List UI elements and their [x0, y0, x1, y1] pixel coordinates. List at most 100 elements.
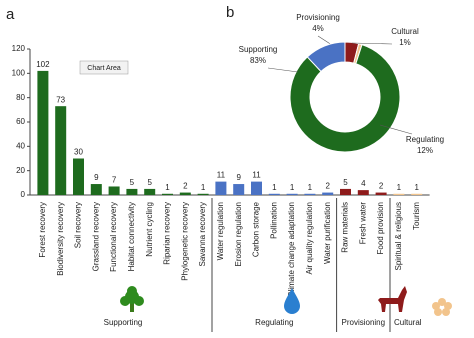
value-label: 1	[290, 183, 295, 192]
value-label: 1	[414, 183, 419, 192]
pie-value-label: 1%	[399, 38, 411, 47]
value-label: 5	[147, 178, 152, 187]
value-label: 102	[36, 60, 50, 69]
value-label: 11	[217, 171, 226, 180]
value-label: 9	[236, 173, 241, 182]
bar	[197, 193, 209, 195]
bar	[126, 188, 138, 195]
bar	[322, 192, 334, 195]
x-tick-label: Water purification	[323, 202, 332, 264]
group-label: Regulating	[255, 318, 293, 327]
bar	[357, 190, 369, 195]
bar	[286, 193, 298, 195]
x-tick-label: Carbon storage	[252, 201, 261, 257]
bar	[304, 193, 316, 195]
pie-label: Cultural	[391, 27, 419, 36]
x-tick-label: Fresh water	[358, 202, 367, 245]
value-label: 1	[397, 183, 402, 192]
bar	[340, 188, 351, 195]
pie-value-label: 12%	[417, 146, 433, 155]
value-label: 1	[201, 183, 206, 192]
bar	[251, 181, 262, 195]
y-tick-label: 20	[16, 166, 25, 175]
bar	[108, 186, 120, 195]
tooltip-box	[79, 60, 129, 75]
value-label: 2	[325, 182, 330, 191]
value-label: 5	[343, 178, 348, 187]
bar	[162, 193, 173, 195]
bar	[37, 70, 49, 195]
value-label: 2	[183, 182, 188, 191]
y-tick-label: 80	[16, 93, 25, 102]
x-tick-label: Nutrient cycling	[145, 202, 154, 257]
y-tick-label: 0	[21, 190, 26, 199]
leader-line	[351, 42, 393, 45]
bar	[144, 188, 156, 195]
x-tick-label: Air quality regulation	[305, 202, 314, 274]
leader-line	[267, 67, 299, 73]
y-tick-label: 120	[12, 44, 26, 53]
bar	[268, 193, 280, 195]
value-label: 1	[308, 183, 313, 192]
group-label: Provisioning	[342, 318, 386, 327]
bar	[179, 192, 191, 195]
tooltip-text: Chart Area	[87, 65, 121, 72]
x-tick-label: Raw materials	[341, 202, 350, 253]
x-tick-label: Riparian recovery	[163, 202, 172, 265]
x-tick-label: Water regulation	[216, 202, 225, 260]
x-tick-label: Biodiversity recovery	[56, 202, 65, 276]
goat-icon	[378, 286, 407, 312]
flower-icon	[432, 298, 452, 316]
x-tick-label: Food provision	[376, 202, 385, 254]
pie-label: Supporting	[239, 45, 278, 54]
x-tick-label: Spiritual & religious	[394, 202, 403, 270]
icons	[120, 286, 452, 316]
value-label: 5	[130, 178, 135, 187]
x-tick-label: Savanna recovery	[198, 202, 207, 266]
pie-slice	[289, 44, 401, 153]
x-tick-label: Forest recovery	[38, 202, 47, 258]
leader-line	[379, 124, 413, 135]
value-label: 9	[94, 173, 99, 182]
pie-slice	[306, 41, 346, 73]
bar	[233, 184, 245, 195]
x-tick-label: Habitat connectivity	[127, 202, 136, 271]
tooltip: Chart Area	[79, 60, 129, 75]
bar	[411, 193, 423, 195]
x-tick-label: Soil recovery	[74, 202, 83, 248]
value-label: 73	[56, 95, 65, 104]
value-label: 7	[112, 176, 117, 185]
x-tick-label: Erosion regulation	[234, 202, 243, 266]
bar	[73, 158, 84, 195]
x-tick-label: Climate change adaptation	[287, 202, 296, 297]
bar	[215, 181, 227, 195]
bar	[375, 192, 387, 195]
value-label: 1	[165, 183, 170, 192]
pie-label: Provisioning	[296, 13, 340, 22]
value-label: 2	[379, 182, 384, 191]
x-tick-label: Grassland recovery	[91, 202, 100, 271]
x-tick-label: Pollination	[269, 202, 278, 239]
value-label: 1	[272, 183, 277, 192]
y-tick-label: 100	[12, 68, 26, 77]
tree-icon	[120, 286, 144, 312]
panel-label: b	[226, 4, 234, 21]
x-tick-label: Tourism	[412, 202, 421, 230]
x-tick-label: Functional recovery	[109, 202, 118, 272]
x-tick-label: Phylogenetic recovery	[180, 202, 189, 281]
y-tick-label: 40	[16, 141, 25, 150]
y-tick-label: 60	[16, 117, 25, 126]
group-label: Supporting	[104, 318, 143, 327]
pie-value-label: 83%	[250, 56, 266, 65]
group-label: Cultural	[394, 318, 422, 327]
bar	[90, 184, 102, 195]
value-label: 30	[74, 148, 83, 157]
pie-label: Regulating	[406, 135, 444, 144]
bar	[393, 193, 405, 195]
droplet-icon	[284, 288, 300, 314]
panel-label: a	[6, 6, 15, 23]
value-label: 11	[252, 171, 261, 180]
value-label: 4	[361, 179, 366, 188]
